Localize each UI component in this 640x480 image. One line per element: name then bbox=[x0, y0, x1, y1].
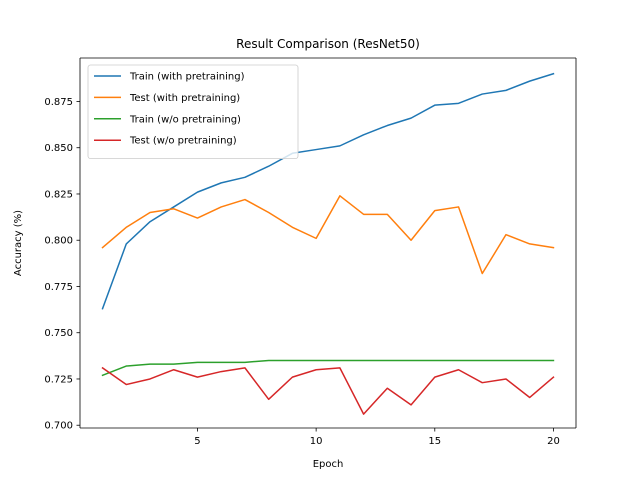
legend-box bbox=[87, 64, 299, 159]
series-line-2 bbox=[101, 359, 555, 377]
y-tick-label: 0.825 bbox=[44, 189, 73, 200]
x-axis-title: Epoch bbox=[313, 459, 344, 470]
series-line-1 bbox=[101, 195, 555, 275]
legend: Train (with pretraining) Test (with pretr… bbox=[87, 64, 299, 159]
chart-title: Result Comparison (ResNet50) bbox=[236, 37, 420, 51]
series-layer bbox=[101, 72, 555, 415]
y-tick-label: 0.700 bbox=[44, 421, 73, 432]
legend-label: Test (w/o pretraining) bbox=[129, 136, 237, 147]
x-tick-label: 10 bbox=[310, 436, 323, 447]
y-tick-label: 0.875 bbox=[44, 97, 73, 108]
y-tick-label: 0.800 bbox=[44, 236, 73, 247]
legend-label: Test (with pretraining) bbox=[129, 93, 240, 104]
y-tick-label: 0.725 bbox=[44, 374, 73, 385]
x-tick-label: 15 bbox=[428, 436, 441, 447]
series-line-3 bbox=[101, 366, 555, 415]
axes-layer: 5 10 15 20 0.700 0.725 0.750 0.775 0.800 0.825 0.8… bbox=[44, 57, 577, 447]
legend-label: Train (with pretraining) bbox=[129, 72, 245, 83]
x-tick-label: 20 bbox=[547, 436, 560, 447]
y-tick-label: 0.850 bbox=[44, 143, 73, 154]
y-axis-title: Accuracy (%) bbox=[13, 210, 24, 276]
y-tick-label: 0.775 bbox=[44, 282, 73, 293]
y-tick-label: 0.750 bbox=[44, 328, 73, 339]
x-tick-label: 5 bbox=[194, 436, 200, 447]
series-line-0 bbox=[101, 72, 555, 310]
legend-label: Train (w/o pretraining) bbox=[129, 114, 241, 125]
